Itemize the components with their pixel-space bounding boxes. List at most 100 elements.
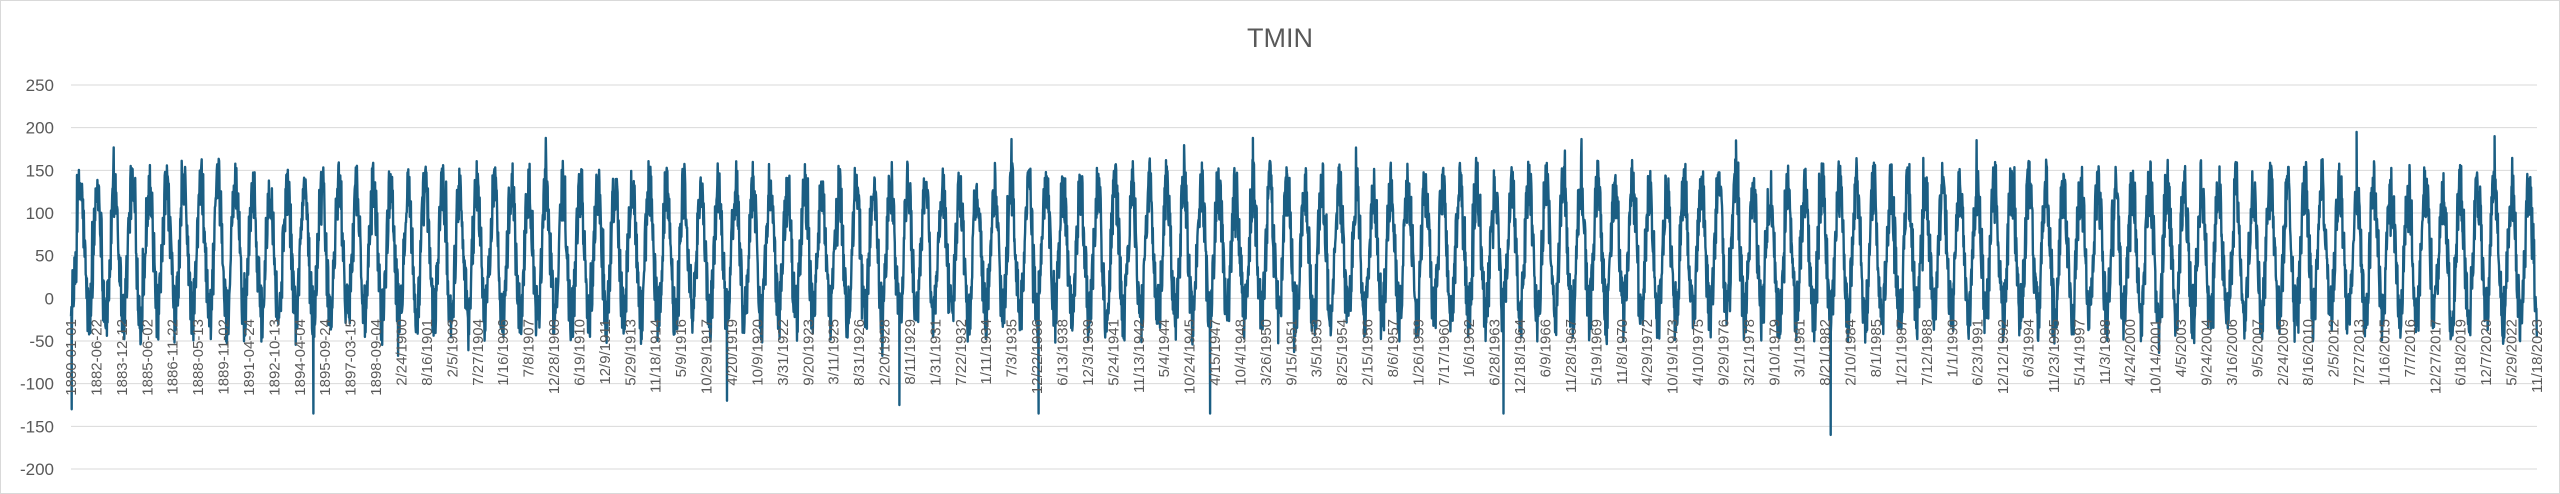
- x-tick-label: 5/29/1913: [622, 319, 639, 386]
- x-tick-label: 12/18/1964: [1512, 319, 1529, 394]
- x-tick-label: 1891-04-24: [241, 319, 258, 396]
- x-tick-label: 10/9/1920: [749, 319, 766, 386]
- x-tick-label: 8/21/1982: [1817, 319, 1834, 386]
- x-tick-label: 10/29/1917: [699, 319, 716, 394]
- x-tick-label: 4/10/1975: [1690, 319, 1707, 386]
- x-tick-label: 9/10/1979: [1766, 319, 1783, 386]
- x-tick-label: 1882-06-22: [88, 319, 105, 396]
- x-tick-label: 9/5/2007: [2249, 319, 2266, 377]
- x-tick-label: 5/4/1944: [1156, 319, 1173, 377]
- x-tick-label: 7/27/2013: [2351, 319, 2368, 386]
- x-tick-label: 3/31/1922: [775, 319, 792, 386]
- x-tick-label: 11/3/1998: [2097, 319, 2114, 385]
- y-tick-label: 250: [26, 76, 54, 95]
- x-tick-label: 1880-01-01: [63, 319, 80, 396]
- x-tick-label: 7/22/1932: [953, 319, 970, 386]
- y-tick-label: 0: [45, 289, 54, 308]
- y-tick-label: 150: [26, 161, 54, 180]
- x-tick-label: 2/24/1900: [394, 319, 411, 386]
- x-tick-label: 4/5/2003: [2173, 319, 2190, 377]
- chart-title: TMIN: [1247, 23, 1313, 53]
- x-tick-label: 5/29/2022: [2504, 319, 2521, 386]
- x-tick-label: 1/31/1931: [927, 319, 944, 386]
- x-tick-label: 10/4/1948: [1232, 319, 1249, 386]
- x-tick-label: 2/10/1984: [1843, 319, 1860, 386]
- x-tick-label: 7/12/1988: [1919, 319, 1936, 386]
- y-tick-label: -150: [20, 417, 54, 436]
- x-tick-label: 3/11/1925: [826, 319, 843, 385]
- x-tick-label: 8/16/2010: [2300, 319, 2317, 386]
- x-tick-label: 6/13/1938: [1055, 319, 1072, 386]
- x-tick-label: 11/13/1942: [1131, 319, 1148, 393]
- x-tick-label: 8/1/1985: [1868, 319, 1885, 377]
- x-tick-label: 1886-11-22: [165, 319, 182, 395]
- x-tick-label: 11/18/1914: [648, 319, 665, 393]
- x-tick-label: 10/19/1973: [1665, 319, 1682, 394]
- x-axis-ticks: 1880-01-01 1882-06-22 1883-12-12 1885-06-02…: [63, 319, 2546, 396]
- x-tick-label: 8/25/1954: [1334, 319, 1351, 386]
- x-tick-label: 1/6/1962: [1461, 319, 1478, 377]
- x-tick-label: 12/9/1911: [597, 319, 614, 385]
- x-tick-label: 7/7/2016: [2402, 319, 2419, 377]
- x-tick-label: 6/3/1994: [2021, 319, 2038, 377]
- x-tick-label: 2/20/1928: [877, 319, 894, 386]
- x-tick-label: 2/5/1903: [444, 319, 461, 377]
- tmin-series-line: [69, 130, 2538, 437]
- x-tick-label: 1898-09-04: [368, 319, 385, 396]
- x-tick-label: 1/26/1959: [1410, 319, 1427, 386]
- x-tick-label: 2/24/2009: [2275, 319, 2292, 386]
- x-tick-label: 12/22/1936: [1029, 319, 1046, 394]
- x-tick-label: 6/9/1966: [1538, 319, 1555, 377]
- x-tick-label: 12/7/2020: [2478, 319, 2495, 386]
- x-tick-label: 1895-09-24: [317, 319, 334, 396]
- x-tick-label: 1/11/1934: [978, 319, 995, 385]
- y-tick-label: 200: [26, 119, 54, 138]
- x-tick-label: 1889-11-02: [216, 319, 233, 395]
- x-tick-label: 1894-04-04: [292, 319, 309, 396]
- x-tick-label: 3/5/1953: [1309, 319, 1326, 377]
- x-tick-label: 11/23/1995: [2046, 319, 2063, 393]
- x-tick-label: 1/1/1990: [1944, 319, 1961, 377]
- x-tick-label: 1/16/1906: [495, 319, 512, 386]
- x-tick-label: 12/27/2017: [2427, 319, 2444, 394]
- x-tick-label: 4/24/2000: [2122, 319, 2139, 386]
- x-tick-label: 8/11/1929: [902, 319, 919, 385]
- x-tick-label: 4/29/1972: [1639, 319, 1656, 386]
- x-tick-label: 1888-05-13: [190, 319, 207, 396]
- x-tick-label: 3/21/1978: [1741, 319, 1758, 386]
- x-tick-label: 12/3/1939: [1080, 319, 1097, 386]
- x-tick-label: 9/20/1923: [800, 319, 817, 386]
- y-tick-label: 100: [26, 204, 54, 223]
- x-tick-label: 8/6/1957: [1385, 319, 1402, 377]
- gridlines: [71, 84, 2537, 470]
- y-tick-label: -200: [20, 460, 54, 479]
- series: [69, 130, 2538, 437]
- x-tick-label: 9/24/2004: [2199, 319, 2216, 386]
- x-tick-label: 7/3/1935: [1004, 319, 1021, 377]
- x-tick-label: 12/12/1992: [1995, 319, 2012, 394]
- x-tick-label: 11/18/2023: [2529, 319, 2546, 393]
- x-tick-label: 8/16/1901: [419, 319, 436, 386]
- x-tick-label: 7/27/1904: [470, 319, 487, 386]
- x-tick-label: 5/24/1941: [1105, 319, 1122, 386]
- x-tick-label: 1897-03-15: [343, 319, 360, 396]
- x-tick-label: 7/17/1960: [1436, 319, 1453, 386]
- x-tick-label: 4/15/1947: [1207, 319, 1224, 386]
- x-tick-label: 1/21/1987: [1893, 319, 1910, 386]
- x-tick-label: 1885-06-02: [139, 319, 156, 396]
- x-tick-label: 6/23/1991: [1970, 319, 1987, 386]
- x-tick-label: 5/9/1916: [673, 319, 690, 377]
- x-tick-label: 6/18/2019: [2453, 319, 2470, 386]
- x-tick-label: 11/8/1970: [1614, 319, 1631, 385]
- y-tick-label: 50: [35, 247, 54, 266]
- y-tick-label: -50: [29, 332, 54, 351]
- x-tick-label: 9/29/1976: [1716, 319, 1733, 386]
- x-tick-label: 1883-12-12: [114, 319, 131, 396]
- x-tick-label: 1892-10-13: [266, 319, 283, 396]
- x-tick-label: 7/8/1907: [521, 319, 538, 377]
- y-axis-ticks: -200 -150 -100 -50 0 50 100 150 200 250: [20, 76, 54, 479]
- x-tick-label: 2/15/1956: [1360, 319, 1377, 386]
- x-tick-label: 3/1/1981: [1792, 319, 1809, 377]
